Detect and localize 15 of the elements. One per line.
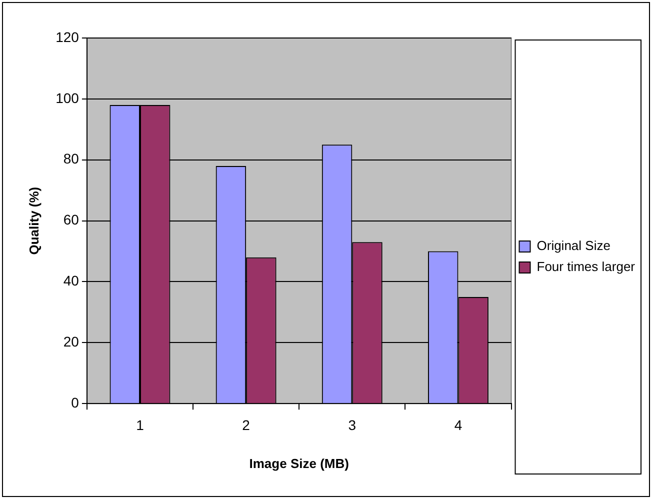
x-tick-label: 3 [348,416,356,433]
y-tick-label: 40 [63,272,80,289]
y-axis-title: Quality (%) [26,186,42,255]
x-tick-label: 2 [242,416,250,433]
legend-label: Four times larger [536,259,636,274]
y-tick-label: 100 [56,90,80,106]
y-tick-label: 80 [63,150,80,167]
y-tick-label: 120 [56,28,80,45]
x-tick-label: 4 [454,416,462,433]
y-tick-label: 20 [63,334,80,350]
y-tick-label: 60 [63,212,80,228]
y-tick-label: 0 [71,394,80,410]
x-tick-label: 1 [136,416,144,433]
x-axis-title: Image Size (MB) [249,456,349,471]
legend-label: Original Size [536,238,610,254]
